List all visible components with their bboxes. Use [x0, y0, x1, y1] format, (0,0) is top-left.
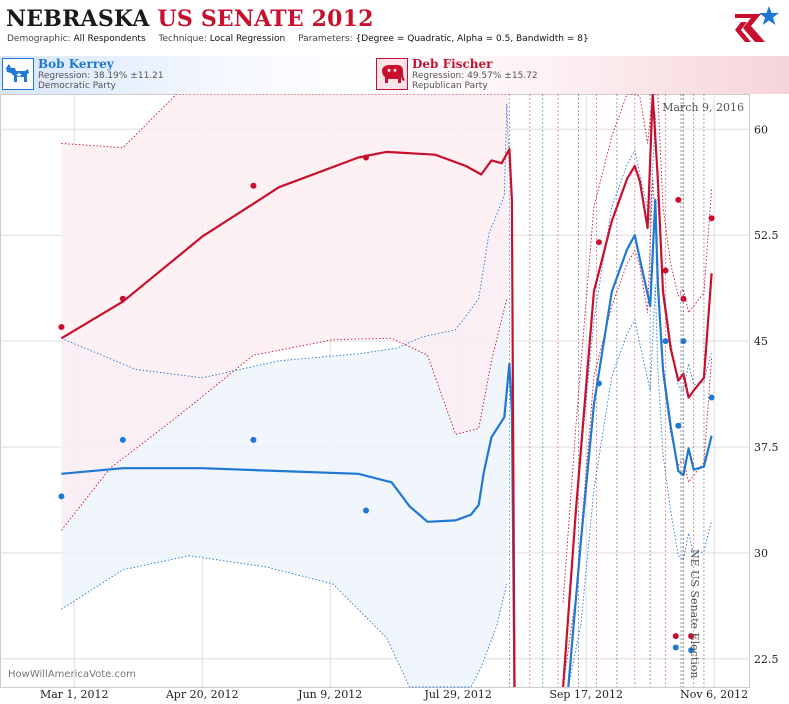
- poll-point: [595, 380, 602, 387]
- x-tick-label: Jul 29, 2012: [423, 688, 492, 701]
- poll-point: [675, 196, 682, 203]
- technique-value: Local Regression: [209, 34, 286, 44]
- date-annotation: March 9, 2016: [662, 101, 744, 114]
- candidate-regression: Regression: 38.19% ±11.21: [38, 71, 164, 81]
- poll-point: [662, 338, 669, 345]
- band-upper-line: [61, 103, 510, 379]
- confidence-band: [61, 103, 510, 687]
- confidence-band: [61, 94, 510, 531]
- parameters-value: {Degree = Quadratic, Alpha = 0.5, Bandwi…: [355, 34, 589, 44]
- poll-point: [119, 295, 126, 302]
- band-upper-line: [562, 94, 713, 603]
- y-tick-label: 45: [754, 335, 768, 348]
- poll-point: [688, 647, 695, 654]
- y-tick-label: 52.5: [754, 229, 779, 242]
- technique-label: Technique:: [158, 34, 207, 44]
- x-tick-label: Sep 17, 2012: [549, 688, 623, 701]
- poll-point: [672, 633, 679, 640]
- y-tick-label: 60: [754, 123, 768, 136]
- poll-point: [250, 182, 257, 189]
- trend-line: [562, 94, 713, 688]
- y-tick-label: 30: [754, 547, 768, 560]
- trend-line: [567, 198, 713, 688]
- poll-point: [662, 267, 669, 274]
- band-lower-line: [567, 284, 713, 688]
- title-state: NEBRASKA: [6, 6, 150, 32]
- star-logo-icon: [735, 6, 779, 42]
- candidate-regression: Regression: 49.57% ±15.72: [412, 71, 538, 81]
- election-label: NE US Senate Election: [688, 549, 701, 678]
- trend-line: [61, 362, 516, 688]
- x-tick-label: Nov 6, 2012: [680, 688, 748, 701]
- title-race: US SENATE 2012: [157, 6, 374, 32]
- x-tick-label: Mar 1, 2012: [40, 688, 109, 701]
- poll-point: [250, 436, 257, 443]
- trend-line: [60, 148, 516, 688]
- parameters-label: Parameters:: [298, 34, 353, 44]
- band-lower-line: [61, 555, 508, 688]
- poll-point: [708, 394, 715, 401]
- band-lower-line: [61, 298, 508, 531]
- poll-point: [688, 633, 695, 640]
- poll-point: [595, 239, 602, 246]
- demographic-label: Demographic:: [7, 34, 71, 44]
- y-tick-label: 22.5: [754, 653, 779, 666]
- poll-point: [363, 154, 370, 161]
- candidate-party: Democratic Party: [38, 81, 116, 91]
- poll-point: [58, 493, 65, 500]
- poll-point: [672, 644, 679, 651]
- poll-point: [680, 338, 687, 345]
- candidate-party: Republican Party: [412, 81, 488, 91]
- y-tick-label: 37.5: [754, 441, 779, 454]
- chart-title: NEBRASKA US SENATE 2012: [6, 6, 374, 32]
- candidate-name: Deb Fischer: [412, 57, 493, 71]
- analysis-parameters: Demographic: All Respondents Technique: …: [7, 34, 599, 44]
- elephant-icon: [376, 58, 408, 90]
- poll-point: [119, 436, 126, 443]
- poll-point: [363, 507, 370, 514]
- poll-point: [58, 323, 65, 330]
- x-tick-label: Jun 9, 2012: [297, 688, 362, 701]
- demographic-value: All Respondents: [73, 34, 146, 44]
- regression-chart: 22.5 30 37.5 45 52.5 60 Mar 1, 2012 Apr 20, 201…: [0, 94, 779, 701]
- x-tick-label: Apr 20, 2012: [165, 688, 239, 701]
- donkey-icon: [2, 58, 34, 90]
- poll-point: [708, 215, 715, 222]
- poll-point: [675, 422, 682, 429]
- candidate-bar: Bob Kerrey Regression: 38.19% ±11.21 Dem…: [0, 56, 789, 94]
- candidate-name: Bob Kerrey: [38, 57, 114, 71]
- site-watermark: HowWillAmericaVote.com: [8, 669, 136, 680]
